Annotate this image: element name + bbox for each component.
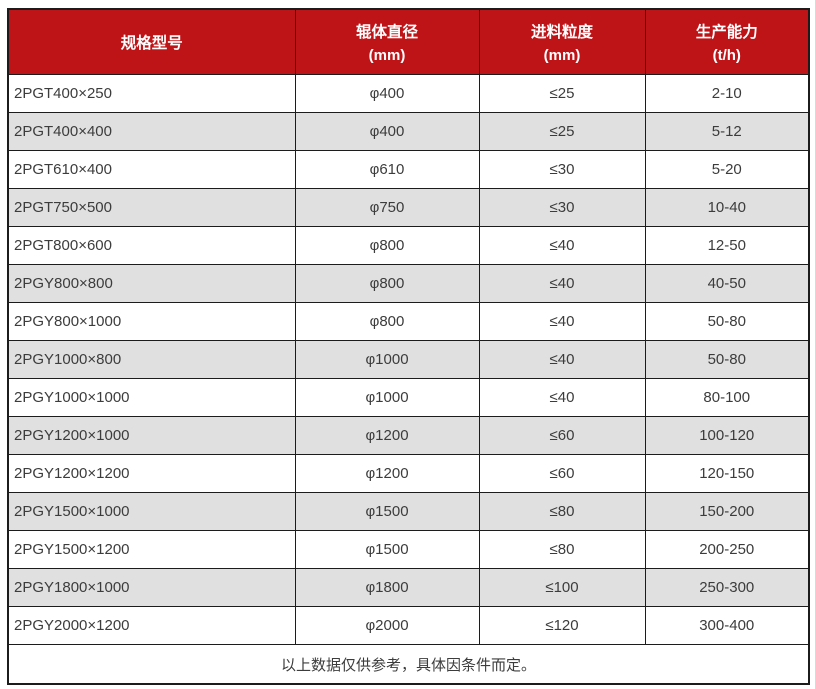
cell-model: 2PGY1000×800 [7, 340, 296, 379]
footer-row: 以上数据仅供参考，具体因条件而定。 [7, 644, 810, 685]
cell-model: 2PGY1000×1000 [7, 378, 296, 417]
column-header-feed-size: 进料粒度 (mm) [478, 8, 646, 75]
table-row: 2PGY1000×800 φ1000 ≤40 50-80 [7, 340, 810, 379]
table-row: 2PGY800×1000 φ800 ≤40 50-80 [7, 302, 810, 341]
cell-capacity: 80-100 [644, 378, 810, 417]
table-row: 2PGY800×800 φ800 ≤40 40-50 [7, 264, 810, 303]
cell-roller-diameter: φ1000 [294, 378, 480, 417]
table-row: 2PGY2000×1200 φ2000 ≤120 300-400 [7, 606, 810, 645]
cell-feed-size: ≤60 [478, 416, 646, 455]
cell-roller-diameter: φ2000 [294, 606, 480, 645]
cell-roller-diameter: φ800 [294, 264, 480, 303]
cell-roller-diameter: φ400 [294, 74, 480, 113]
cell-model: 2PGT400×250 [7, 74, 296, 113]
cell-model: 2PGT800×600 [7, 226, 296, 265]
cell-feed-size: ≤25 [478, 112, 646, 151]
cell-model: 2PGY800×800 [7, 264, 296, 303]
cell-model: 2PGY1200×1000 [7, 416, 296, 455]
table-row: 2PGY1000×1000 φ1000 ≤40 80-100 [7, 378, 810, 417]
cell-model: 2PGY1800×1000 [7, 568, 296, 607]
cell-model: 2PGY2000×1200 [7, 606, 296, 645]
cell-feed-size: ≤40 [478, 264, 646, 303]
cell-feed-size: ≤25 [478, 74, 646, 113]
table-row: 2PGT800×600 φ800 ≤40 12-50 [7, 226, 810, 265]
cell-capacity: 250-300 [644, 568, 810, 607]
cell-feed-size: ≤30 [478, 188, 646, 227]
column-unit: (mm) [368, 47, 406, 64]
column-title: 规格型号 [120, 35, 183, 52]
cell-feed-size: ≤40 [478, 378, 646, 417]
table-row: 2PGT400×250 φ400 ≤25 2-10 [7, 74, 810, 113]
column-title: 生产能力 [695, 24, 758, 41]
table-row: 2PGY1200×1200 φ1200 ≤60 120-150 [7, 454, 810, 493]
footer-note: 以上数据仅供参考，具体因条件而定。 [7, 644, 810, 685]
cell-roller-diameter: φ750 [294, 188, 480, 227]
cell-capacity: 40-50 [644, 264, 810, 303]
spec-table: 规格型号 辊体直径 (mm) 进料粒度 (mm) 生产能力 (t/h) 2PGT… [7, 8, 810, 685]
cell-feed-size: ≤60 [478, 454, 646, 493]
cell-feed-size: ≤40 [478, 226, 646, 265]
cell-capacity: 100-120 [644, 416, 810, 455]
cell-roller-diameter: φ1200 [294, 454, 480, 493]
cell-model: 2PGY1500×1200 [7, 530, 296, 569]
cell-model: 2PGT750×500 [7, 188, 296, 227]
header-row: 规格型号 辊体直径 (mm) 进料粒度 (mm) 生产能力 (t/h) [7, 8, 810, 75]
cell-model: 2PGY1500×1000 [7, 492, 296, 531]
cell-roller-diameter: φ1800 [294, 568, 480, 607]
cell-feed-size: ≤40 [478, 302, 646, 341]
cell-feed-size: ≤120 [478, 606, 646, 645]
cell-roller-diameter: φ800 [294, 226, 480, 265]
column-header-model: 规格型号 [7, 8, 296, 75]
cell-roller-diameter: φ1200 [294, 416, 480, 455]
table-row: 2PGT400×400 φ400 ≤25 5-12 [7, 112, 810, 151]
cell-roller-diameter: φ1000 [294, 340, 480, 379]
cell-capacity: 12-50 [644, 226, 810, 265]
table-row: 2PGY1500×1200 φ1500 ≤80 200-250 [7, 530, 810, 569]
column-title: 进料粒度 [530, 24, 593, 41]
cell-capacity: 5-20 [644, 150, 810, 189]
cell-capacity: 10-40 [644, 188, 810, 227]
spec-table-header: 规格型号 辊体直径 (mm) 进料粒度 (mm) 生产能力 (t/h) [7, 8, 810, 75]
cell-feed-size: ≤30 [478, 150, 646, 189]
cell-roller-diameter: φ800 [294, 302, 480, 341]
cell-capacity: 150-200 [644, 492, 810, 531]
column-title: 辊体直径 [355, 24, 418, 41]
table-row: 2PGY1200×1000 φ1200 ≤60 100-120 [7, 416, 810, 455]
cell-feed-size: ≤80 [478, 530, 646, 569]
cell-model: 2PGT400×400 [7, 112, 296, 151]
cell-capacity: 5-12 [644, 112, 810, 151]
cell-capacity: 50-80 [644, 302, 810, 341]
cell-feed-size: ≤100 [478, 568, 646, 607]
column-header-roller-diameter: 辊体直径 (mm) [294, 8, 480, 75]
cell-model: 2PGY1200×1200 [7, 454, 296, 493]
table-row: 2PGY1500×1000 φ1500 ≤80 150-200 [7, 492, 810, 531]
cell-capacity: 300-400 [644, 606, 810, 645]
cell-capacity: 120-150 [644, 454, 810, 493]
column-header-capacity: 生产能力 (t/h) [644, 8, 810, 75]
column-unit: (mm) [543, 47, 581, 64]
spec-table-footer: 以上数据仅供参考，具体因条件而定。 [7, 644, 810, 685]
cell-feed-size: ≤40 [478, 340, 646, 379]
cell-model: 2PGT610×400 [7, 150, 296, 189]
spec-table-body: 2PGT400×250 φ400 ≤25 2-10 2PGT400×400 φ400 ≤25… [7, 74, 810, 645]
cell-capacity: 200-250 [644, 530, 810, 569]
table-row: 2PGT750×500 φ750 ≤30 10-40 [7, 188, 810, 227]
cell-roller-diameter: φ610 [294, 150, 480, 189]
cell-feed-size: ≤80 [478, 492, 646, 531]
cell-capacity: 2-10 [644, 74, 810, 113]
cell-roller-diameter: φ1500 [294, 530, 480, 569]
cell-roller-diameter: φ1500 [294, 492, 480, 531]
cell-model: 2PGY800×1000 [7, 302, 296, 341]
cell-roller-diameter: φ400 [294, 112, 480, 151]
cell-capacity: 50-80 [644, 340, 810, 379]
table-row: 2PGY1800×1000 φ1800 ≤100 250-300 [7, 568, 810, 607]
table-row: 2PGT610×400 φ610 ≤30 5-20 [7, 150, 810, 189]
column-unit: (t/h) [712, 47, 741, 64]
